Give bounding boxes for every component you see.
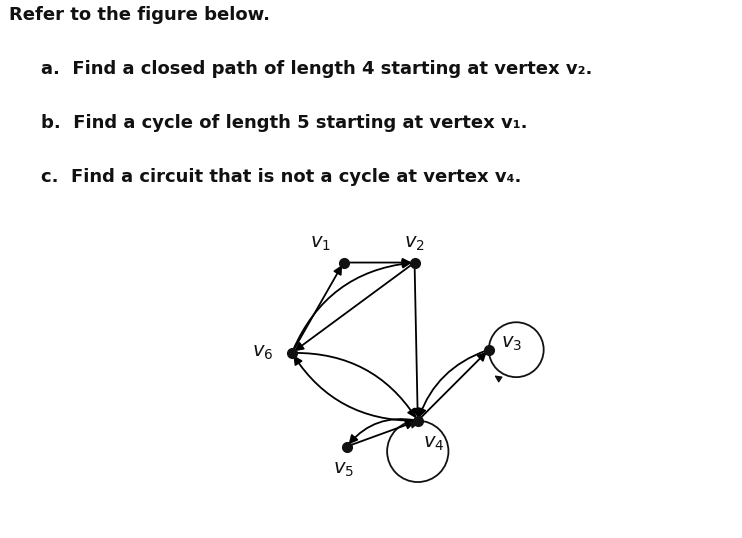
Text: a.  Find a closed path of length 4 starting at vertex v₂.: a. Find a closed path of length 4 starti… bbox=[41, 60, 592, 78]
Text: Refer to the figure below.: Refer to the figure below. bbox=[9, 6, 270, 24]
Text: $\mathit{v}_2$: $\mathit{v}_2$ bbox=[404, 233, 425, 253]
Text: $\mathit{v}_3$: $\mathit{v}_3$ bbox=[501, 334, 522, 353]
Text: $\mathit{v}_1$: $\mathit{v}_1$ bbox=[310, 233, 332, 253]
Text: c.  Find a circuit that is not a cycle at vertex v₄.: c. Find a circuit that is not a cycle at… bbox=[41, 168, 521, 186]
Text: b.  Find a cycle of length 5 starting at vertex v₁.: b. Find a cycle of length 5 starting at … bbox=[41, 114, 528, 132]
Text: $\mathit{v}_6$: $\mathit{v}_6$ bbox=[252, 343, 274, 363]
Text: $\mathit{v}_5$: $\mathit{v}_5$ bbox=[333, 459, 354, 479]
Text: $\mathit{v}_4$: $\mathit{v}_4$ bbox=[423, 434, 444, 453]
